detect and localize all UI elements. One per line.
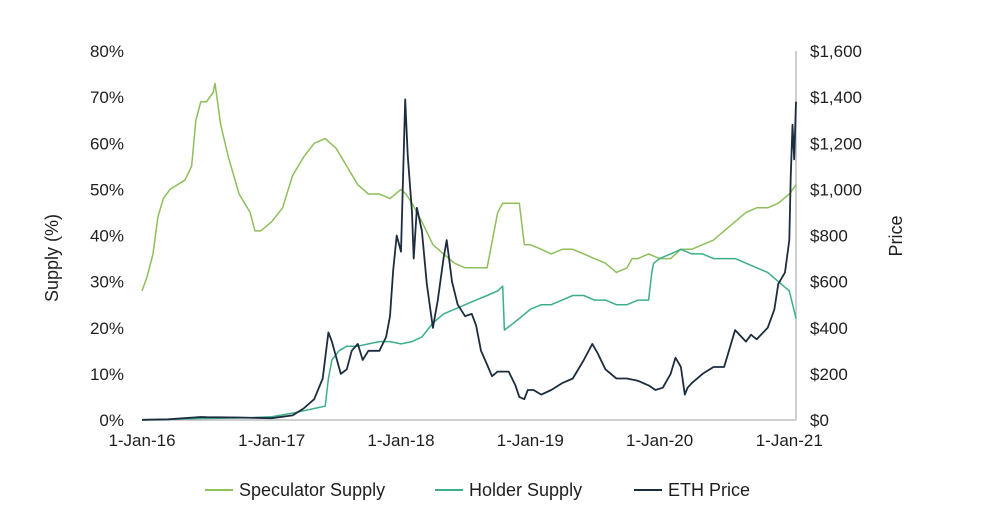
x-tick-label: 1-Jan-17 bbox=[238, 431, 305, 450]
left-y-axis: 0% 10% 20% 30% 40% 50% 60% 70% 80% bbox=[90, 42, 124, 430]
series-line-speculator-supply bbox=[141, 82, 797, 292]
left-tick-label: 20% bbox=[90, 319, 124, 338]
x-tick-label: 1-Jan-21 bbox=[756, 431, 823, 450]
right-tick-label: $600 bbox=[810, 273, 848, 292]
right-tick-label: $400 bbox=[810, 319, 848, 338]
x-tick-label: 1-Jan-19 bbox=[497, 431, 564, 450]
legend-label-speculator-supply: Speculator Supply bbox=[239, 480, 385, 500]
right-y-axis: $0 $200 $400 $600 $800 $1,000 $1,200 $1,400 $1,6… bbox=[795, 42, 862, 430]
right-tick-label: $800 bbox=[810, 227, 848, 246]
legend: Speculator Supply Holder Supply ETH Price bbox=[205, 480, 750, 500]
right-tick-label: $1,600 bbox=[810, 42, 862, 61]
series-layer bbox=[141, 82, 797, 421]
x-tick-label: 1-Jan-16 bbox=[108, 431, 175, 450]
left-tick-label: 50% bbox=[90, 180, 124, 199]
right-tick-label: $1,400 bbox=[810, 88, 862, 107]
legend-label-holder-supply: Holder Supply bbox=[469, 480, 582, 500]
left-tick-label: 10% bbox=[90, 365, 124, 384]
right-tick-label: $0 bbox=[810, 411, 829, 430]
x-tick-label: 1-Jan-20 bbox=[626, 431, 693, 450]
left-tick-label: 40% bbox=[90, 227, 124, 246]
series-line-holder-supply bbox=[141, 248, 797, 421]
x-tick-label: 1-Jan-18 bbox=[367, 431, 434, 450]
left-tick-label: 30% bbox=[90, 273, 124, 292]
right-tick-label: $1,200 bbox=[810, 134, 862, 153]
legend-label-eth-price: ETH Price bbox=[668, 480, 750, 500]
x-axis: 1-Jan-16 1-Jan-17 1-Jan-18 1-Jan-19 1-Jan-20… bbox=[108, 419, 823, 450]
left-tick-label: 80% bbox=[90, 42, 124, 61]
left-axis-title: Supply (%) bbox=[42, 214, 62, 302]
right-axis-title: Price bbox=[886, 215, 906, 256]
left-tick-label: 70% bbox=[90, 88, 124, 107]
right-tick-label: $200 bbox=[810, 365, 848, 384]
left-tick-label: 0% bbox=[99, 411, 124, 430]
right-tick-label: $1,000 bbox=[810, 180, 862, 199]
series-line-eth-price bbox=[141, 98, 797, 421]
left-tick-label: 60% bbox=[90, 134, 124, 153]
